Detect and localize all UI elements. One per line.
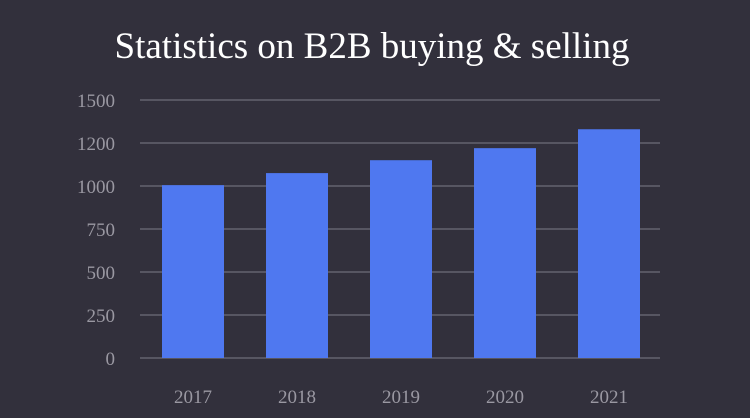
y-tick-label: 1500 <box>77 91 115 112</box>
y-tick-label: 0 <box>106 349 116 370</box>
bar-2017 <box>162 185 224 358</box>
y-tick-label: 1000 <box>77 177 115 198</box>
chart-title: Statistics on B2B buying & selling <box>115 26 630 67</box>
bar-2021 <box>578 129 640 358</box>
bar-2018 <box>266 173 328 358</box>
bar-2019 <box>370 160 432 358</box>
bar-2020 <box>474 148 536 358</box>
y-tick-label: 500 <box>87 263 116 284</box>
x-tick-label: 2020 <box>486 387 524 408</box>
y-tick-label: 1200 <box>77 134 115 155</box>
x-tick-label: 2019 <box>382 387 420 408</box>
y-tick-label: 250 <box>87 306 116 327</box>
x-tick-label: 2018 <box>278 387 316 408</box>
x-tick-label: 2017 <box>174 387 212 408</box>
y-tick-label: 750 <box>87 220 116 241</box>
x-tick-label: 2021 <box>590 387 628 408</box>
